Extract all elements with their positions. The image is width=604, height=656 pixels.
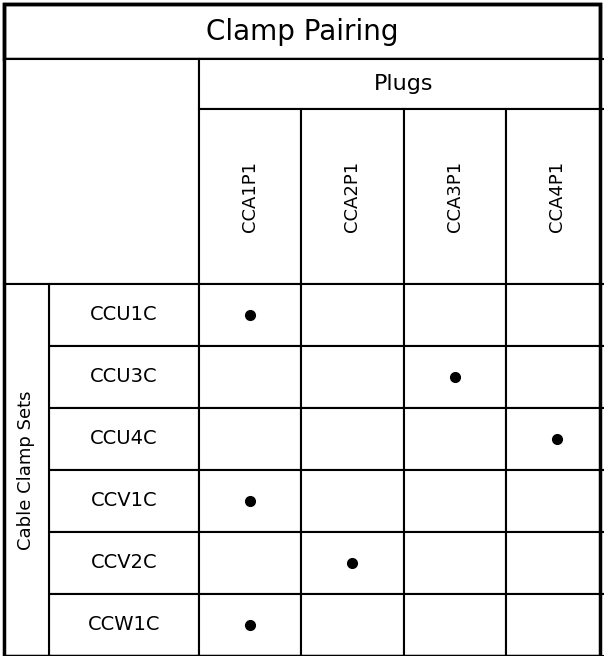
Text: CCV1C: CCV1C	[91, 491, 157, 510]
Bar	[403, 284, 506, 346]
Bar	[199, 408, 301, 470]
Bar	[506, 109, 604, 284]
Bar	[49, 470, 199, 532]
Bar	[49, 346, 199, 408]
Bar	[506, 470, 604, 532]
Bar	[199, 346, 301, 408]
Text: CCA3P1: CCA3P1	[446, 161, 464, 232]
Bar	[301, 408, 403, 470]
Text: CCU3C: CCU3C	[90, 367, 158, 386]
Bar	[199, 59, 604, 109]
Bar	[301, 284, 403, 346]
Bar	[49, 532, 199, 594]
Bar	[403, 109, 506, 284]
Bar	[4, 4, 600, 59]
Text: Plugs: Plugs	[374, 74, 433, 94]
Bar	[301, 594, 403, 656]
Text: Clamp Pairing: Clamp Pairing	[206, 18, 398, 45]
Bar	[506, 346, 604, 408]
Bar	[301, 470, 403, 532]
Bar	[199, 109, 301, 284]
Bar	[199, 470, 301, 532]
Text: CCA2P1: CCA2P1	[344, 161, 361, 232]
Bar	[403, 408, 506, 470]
Bar	[403, 594, 506, 656]
Bar	[506, 594, 604, 656]
Text: CCA4P1: CCA4P1	[548, 161, 566, 232]
Bar	[506, 284, 604, 346]
Text: CCW1C: CCW1C	[88, 615, 160, 634]
Bar	[506, 532, 604, 594]
Bar	[49, 594, 199, 656]
Bar	[301, 109, 403, 284]
Text: CCA1P1: CCA1P1	[241, 161, 259, 232]
Bar	[506, 408, 604, 470]
Bar	[403, 346, 506, 408]
Bar	[4, 284, 49, 656]
Bar	[4, 59, 199, 284]
Text: CCV2C: CCV2C	[91, 554, 157, 573]
Bar	[49, 408, 199, 470]
Bar	[49, 284, 199, 346]
Bar	[199, 594, 301, 656]
Bar	[301, 532, 403, 594]
Bar	[199, 284, 301, 346]
Bar	[403, 532, 506, 594]
Bar	[199, 532, 301, 594]
Bar	[301, 346, 403, 408]
Bar	[403, 470, 506, 532]
Text: CCU1C: CCU1C	[90, 306, 158, 325]
Text: Cable Clamp Sets: Cable Clamp Sets	[18, 390, 36, 550]
Text: CCU4C: CCU4C	[90, 430, 158, 449]
